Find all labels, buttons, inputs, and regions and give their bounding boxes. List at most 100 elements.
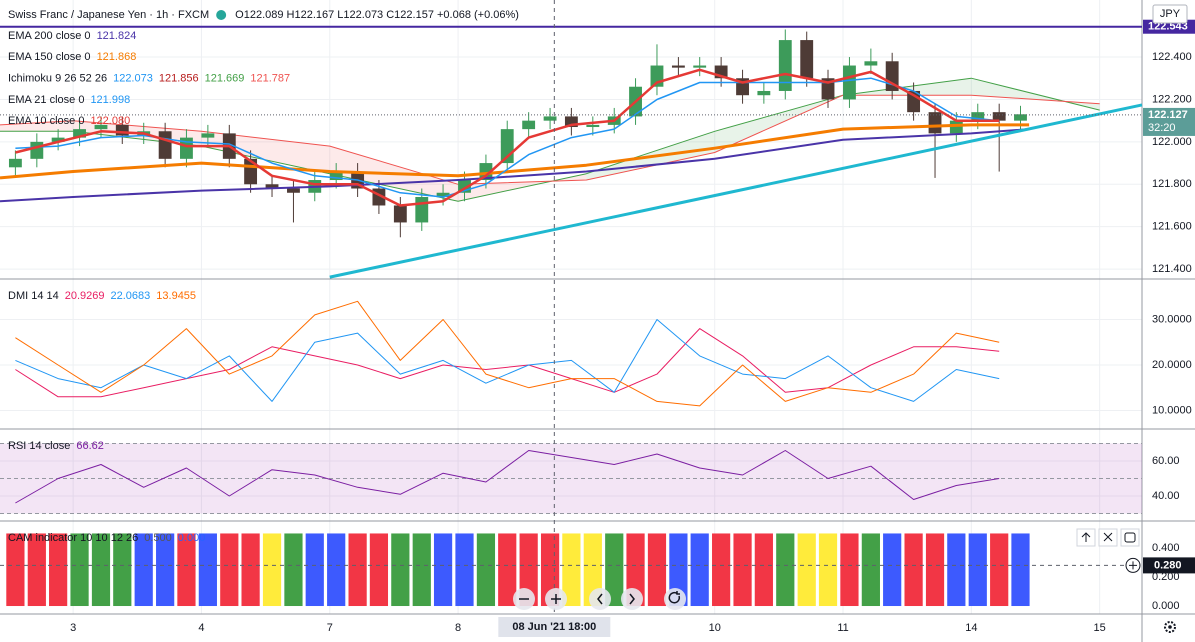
crosshair-y-label-box — [1143, 557, 1195, 574]
crosshair-y-label: 0.280 — [1154, 559, 1182, 571]
y-tick-label: 0.200 — [1152, 571, 1180, 583]
price-countdown: 32:20 — [1148, 122, 1176, 134]
y-tick-label: 122.200 — [1152, 93, 1192, 105]
y-tick-label: 10.0000 — [1152, 404, 1192, 416]
market-status-icon — [216, 10, 227, 20]
cam-bar — [241, 533, 260, 607]
cam-bar — [1011, 533, 1030, 607]
ichimoku-cloud — [458, 173, 587, 202]
legend-value: 122.073 — [113, 73, 153, 85]
cam-bar — [968, 533, 987, 607]
candle-body — [522, 120, 536, 130]
y-tick-label: 122.400 — [1152, 51, 1192, 63]
cam-bar — [70, 533, 89, 607]
cam-bar — [156, 533, 175, 607]
y-tick-label: 0.000 — [1152, 600, 1180, 612]
legend-value: 121.824 — [97, 30, 137, 42]
x-tick-label: 10 — [709, 622, 721, 634]
crosshair-x-label: 08 Jun '21 18:00 — [512, 621, 596, 633]
legend-value: 121.856 — [159, 73, 199, 85]
indicator-line — [15, 300, 1000, 407]
cam-bar — [540, 533, 560, 607]
indicator-line — [15, 450, 1000, 504]
add-price-icon — [1129, 561, 1137, 570]
x-tick-label: 15 — [1094, 622, 1106, 634]
indicator-line — [15, 319, 1000, 402]
cam-bar — [583, 533, 602, 607]
candle-body — [201, 133, 215, 138]
cam-bar — [626, 533, 645, 607]
cam-bar — [861, 533, 880, 607]
cam-bar — [754, 533, 773, 607]
cam-bar — [562, 533, 581, 607]
y-tick-label: 20.0000 — [1152, 359, 1192, 371]
y-tick-label: 121.400 — [1152, 263, 1192, 275]
ema-line — [0, 123, 1030, 180]
cam-bar — [990, 533, 1009, 607]
cam-bar — [519, 533, 538, 607]
cam-bar — [947, 533, 966, 607]
cam-bar — [498, 533, 517, 607]
legend-name: EMA 21 close 0 — [8, 94, 84, 106]
y-tick-label: 60.00 — [1152, 455, 1180, 467]
candle-body — [265, 184, 279, 189]
x-tick-label: 11 — [837, 622, 848, 634]
x-tick-label: 8 — [455, 622, 461, 634]
y-tick-label: 0.400 — [1152, 542, 1180, 554]
cam-bar — [113, 533, 132, 607]
candle-body — [757, 90, 771, 96]
cam-bar — [818, 533, 838, 607]
candle-body — [115, 124, 129, 136]
indicator-title: DMI 14 14 — [8, 290, 59, 302]
ichimoku-span-a — [0, 77, 1100, 202]
cam-bar — [840, 533, 859, 607]
symbol-title: Swiss Franc / Japanese Yen · 1h · FXCM — [8, 9, 209, 21]
candle-body — [479, 163, 493, 181]
cam-bar — [134, 533, 153, 607]
cam-bar — [776, 533, 795, 607]
candle-body — [992, 112, 1006, 121]
cam-bar — [262, 533, 282, 607]
currency-label[interactable]: JPY — [1160, 8, 1181, 20]
cam-bar — [455, 533, 474, 607]
y-tick-label: 121.600 — [1152, 221, 1192, 233]
ohlc-values: O122.089 H122.167 L122.073 C122.157 +0.0… — [235, 9, 519, 21]
indicator-title: CAM indicator 10 10 12 26 — [8, 532, 138, 544]
candle-body — [51, 137, 65, 142]
cam-bar — [369, 533, 389, 607]
cam-bar — [733, 533, 752, 607]
cam-bar — [669, 533, 688, 607]
candle-body — [393, 205, 407, 223]
cam-bar — [605, 533, 624, 607]
cam-bar — [391, 533, 410, 607]
candle-body — [800, 40, 814, 79]
cam-bar — [91, 533, 111, 607]
cam-bar — [27, 533, 46, 607]
cam-bar — [49, 533, 68, 607]
cam-bar — [284, 533, 303, 607]
cam-bar — [327, 533, 346, 607]
cam-bar — [198, 533, 217, 607]
candle-body — [73, 129, 86, 138]
ichimoku-cloud — [0, 120, 74, 132]
cam-bar — [925, 533, 945, 607]
candle-body — [180, 137, 193, 159]
legend-name: EMA 10 close 0 — [8, 115, 84, 127]
candle-body — [287, 188, 300, 193]
cam-bar — [433, 533, 453, 607]
candle-body — [1014, 114, 1027, 121]
ema-line — [0, 128, 1030, 203]
x-tick-label: 4 — [198, 622, 204, 634]
candle-body — [158, 131, 172, 159]
legend-name: Ichimoku 9 26 52 26 — [8, 73, 107, 85]
legend-value: 121.998 — [90, 94, 130, 106]
crosshair-x-label-box — [498, 617, 611, 637]
currency-button[interactable] — [1152, 4, 1188, 24]
candle-body — [843, 65, 856, 100]
candle-body — [693, 65, 707, 68]
legend-name: EMA 200 close 0 — [8, 30, 91, 42]
legend-value: 20.9269 — [65, 290, 105, 302]
legend-value: 121.787 — [250, 73, 290, 85]
cam-bar — [647, 533, 667, 607]
